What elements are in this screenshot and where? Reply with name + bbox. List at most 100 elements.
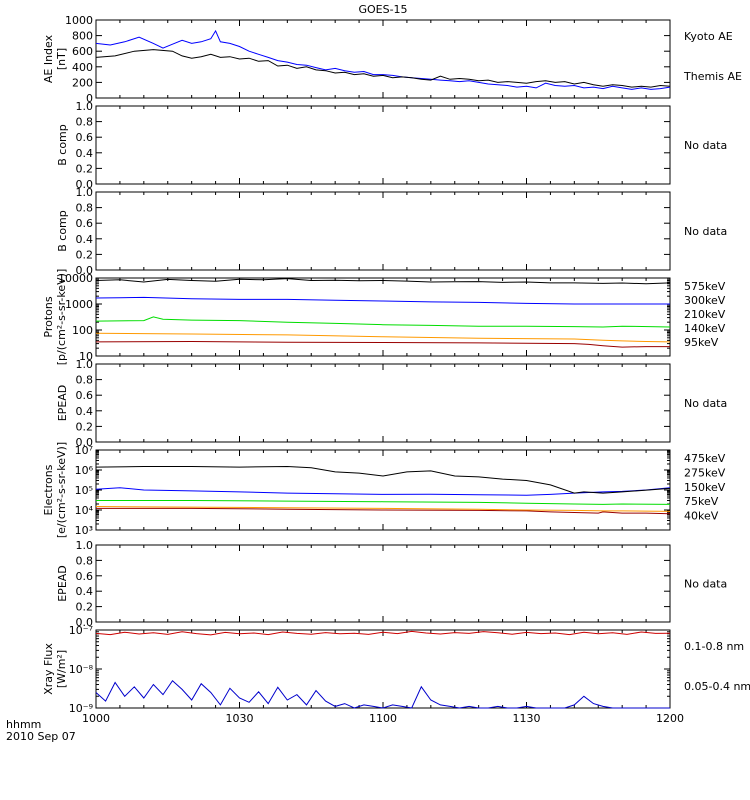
y-tick-label: 0.2 xyxy=(76,162,94,175)
panel-frame xyxy=(95,191,671,271)
y-tick-label: 100 xyxy=(72,324,93,337)
legend-entry: 300keV xyxy=(684,294,726,307)
legend-entry: 0.1-0.8 nm xyxy=(684,640,744,653)
panels: 0 200 400 600 800 1000 AE Index [nT] Kyoto AE The… xyxy=(42,14,750,725)
no-data-label: No data xyxy=(684,225,727,238)
series-line-themis-ae xyxy=(95,49,671,88)
y-axis-label: [nT] xyxy=(55,48,68,70)
y-tick-label: 0.4 xyxy=(76,233,94,246)
y-tick-label: 1000 xyxy=(65,14,93,27)
legend-entry: Kyoto AE xyxy=(684,30,733,43)
series-line-475kev xyxy=(96,507,671,515)
y-tick-label: 0.4 xyxy=(76,405,94,418)
panel-3: 0.0 0.2 0.4 0.6 0.8 1.0 B comp No data xyxy=(56,186,727,277)
y-tick-label: 0.0 xyxy=(76,264,94,277)
panel-5: 0.0 0.2 0.4 0.6 0.8 1.0 EPEAD No data xyxy=(56,358,727,449)
series-line-95kev xyxy=(95,278,671,285)
y-axis-label: [p/(cm²-s-sr-keV)] xyxy=(55,269,68,366)
y-tick-label: 0.8 xyxy=(76,374,94,387)
y-axis-label: EPEAD xyxy=(56,385,69,422)
y-axis-label: AE Index xyxy=(42,34,55,83)
x-tick-label: 1130 xyxy=(513,712,541,725)
y-tick-label: 0.4 xyxy=(76,585,94,598)
y-tick-label: 1.0 xyxy=(76,186,94,199)
y-axis-label: B comp xyxy=(56,124,69,166)
y-tick-label: 10⁴ xyxy=(75,504,94,517)
y-axis-label: B comp xyxy=(56,210,69,252)
legend-entry: 0.05-0.4 nm xyxy=(684,680,750,693)
y-tick-label: 10⁻⁸ xyxy=(69,663,94,676)
y-tick-label: 10⁵ xyxy=(75,484,93,497)
y-tick-label: 0.0 xyxy=(76,616,94,629)
series-line-kyoto-ae xyxy=(95,29,671,90)
y-tick-label: 1000 xyxy=(65,298,93,311)
no-data-label: No data xyxy=(684,397,727,410)
legend-entry: 575keV xyxy=(684,280,726,293)
y-tick-label: 0 xyxy=(86,92,93,105)
panel-6: 10³ 10⁴ 10⁵ 10⁶ 10⁷ Electrons [e/(cm²-s-sr-keV… xyxy=(42,442,726,538)
time-axis-caption: hhmm xyxy=(6,718,41,731)
series-line-300kev xyxy=(95,332,671,343)
date-caption: 2010 Sep 07 xyxy=(6,730,76,743)
x-tick-label: 1030 xyxy=(226,712,254,725)
y-tick-label: 0.8 xyxy=(76,554,94,567)
legend-entry: 95keV xyxy=(684,336,719,349)
no-data-label: No data xyxy=(684,578,727,591)
y-axis-label: [W/m²] xyxy=(55,650,68,688)
y-tick-label: 600 xyxy=(72,45,93,58)
panel-7: 0.0 0.2 0.4 0.6 0.8 1.0 EPEAD No data xyxy=(56,539,727,629)
x-tick-label: 1000 xyxy=(82,712,110,725)
legend-entry: 475keV xyxy=(684,452,726,465)
panel-8: 10⁻⁹ 10⁻⁸ 10⁻⁷ Xray Flux [W/m²] 0.1-0.8 nm 0.0… xyxy=(42,624,750,715)
y-tick-label: 1.0 xyxy=(76,100,94,113)
x-tick-label: 1100 xyxy=(369,712,397,725)
figure-title: GOES-15 xyxy=(358,3,407,16)
panel-frame xyxy=(95,544,671,623)
series-line-75kev xyxy=(95,487,671,496)
y-axis-label: EPEAD xyxy=(56,565,69,602)
y-tick-label: 10³ xyxy=(75,524,93,537)
y-tick-label: 0.8 xyxy=(76,116,94,129)
y-tick-label: 10⁻⁷ xyxy=(69,624,93,637)
series-line-275kev xyxy=(95,506,671,512)
legend-entry: 75keV xyxy=(684,495,719,508)
y-tick-label: 1.0 xyxy=(76,539,94,552)
legend-entry: 40keV xyxy=(684,510,719,523)
y-tick-label: 0.0 xyxy=(76,178,94,191)
y-axis-label: Protons xyxy=(42,296,55,337)
series-line-210kev xyxy=(95,316,671,328)
series-line-140kev xyxy=(95,296,670,305)
y-tick-label: 200 xyxy=(72,76,93,89)
series-line-40kev xyxy=(95,465,671,494)
y-tick-label: 0.6 xyxy=(76,131,94,144)
panel-frame xyxy=(95,105,671,185)
legend-entry: Themis AE xyxy=(683,70,742,83)
y-axis-label: Electrons xyxy=(42,464,55,515)
y-tick-label: 0.6 xyxy=(76,217,94,230)
y-tick-label: 800 xyxy=(72,30,93,43)
panel-1: 0 200 400 600 800 1000 AE Index [nT] Kyoto AE The… xyxy=(42,14,742,105)
series-line-150kev xyxy=(96,500,671,505)
panel-frame xyxy=(95,363,671,443)
y-tick-label: 0.4 xyxy=(76,147,94,160)
y-tick-label: 10000 xyxy=(58,272,93,285)
series-line-0-05-0-4-nm xyxy=(95,679,670,709)
panel-frame xyxy=(95,19,671,99)
y-tick-label: 10⁻⁹ xyxy=(69,702,93,715)
y-axis-label: [e/(cm²-s-sr-keV)] xyxy=(55,442,68,538)
y-tick-label: 0.2 xyxy=(76,420,94,433)
y-tick-label: 0.6 xyxy=(76,389,94,402)
no-data-label: No data xyxy=(684,139,727,152)
series-line-575kev xyxy=(95,340,670,348)
legend-entry: 275keV xyxy=(684,466,726,479)
y-tick-label: 0.8 xyxy=(76,202,94,215)
y-tick-label: 1.0 xyxy=(76,358,94,371)
panel-2: 0.0 0.2 0.4 0.6 0.8 1.0 B comp No data xyxy=(56,100,727,191)
y-tick-label: 400 xyxy=(72,61,93,74)
y-tick-label: 0.6 xyxy=(76,570,94,583)
x-tick-label: 1200 xyxy=(656,712,684,725)
series-line-0-1-0-8-nm xyxy=(95,630,671,636)
legend-entry: 140keV xyxy=(684,322,726,335)
